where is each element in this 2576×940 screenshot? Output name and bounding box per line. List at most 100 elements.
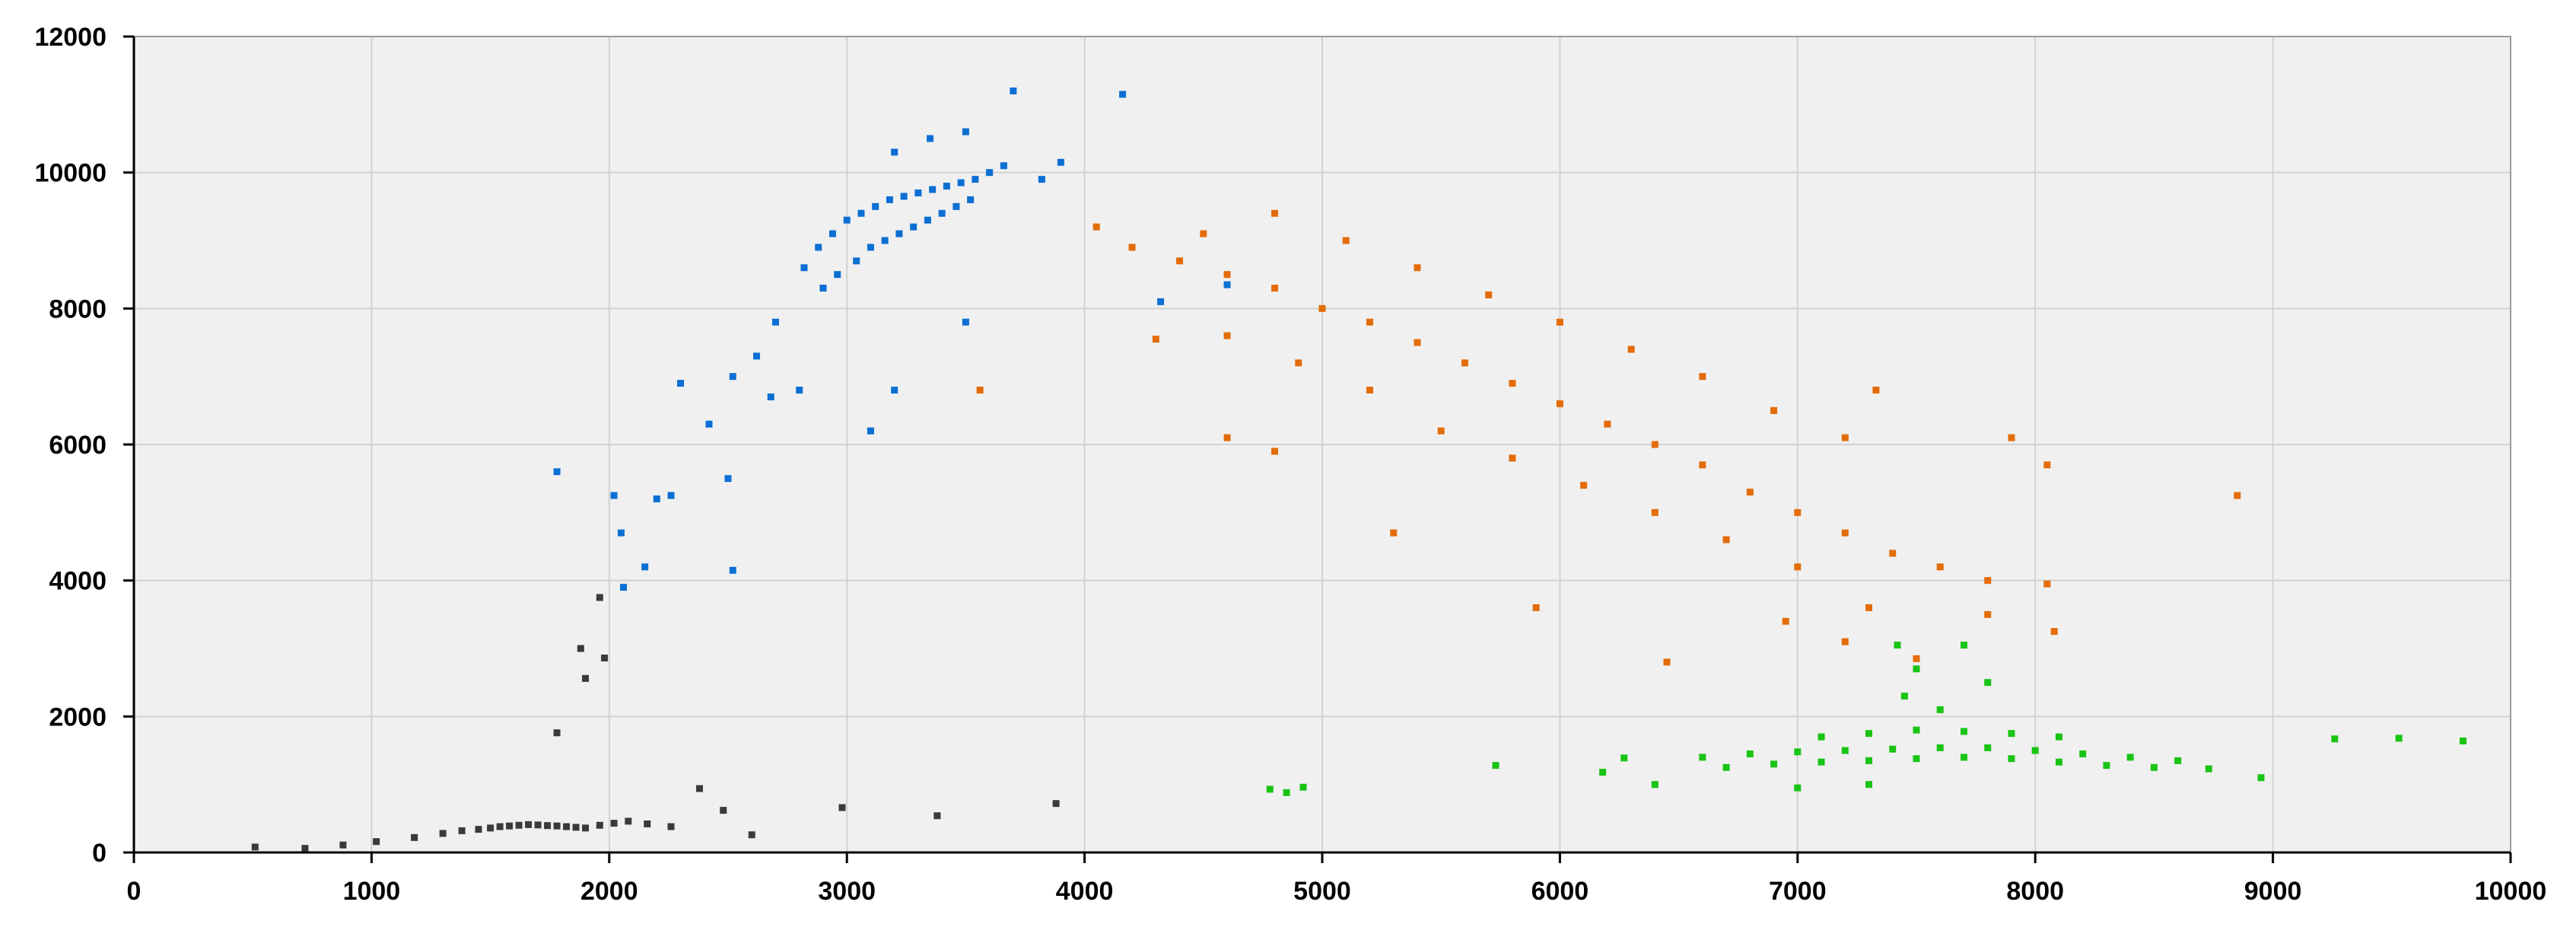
data-point [1223,271,1231,279]
data-point [819,285,827,292]
data-point [251,843,259,851]
data-point [1984,679,1992,687]
data-point [881,237,889,244]
data-point [729,373,736,381]
series-2 [553,87,1231,591]
data-point [1599,769,1607,776]
data-point [1651,508,1658,516]
data-point [1722,536,1730,543]
data-point [1794,748,1802,756]
data-point [1699,754,1706,761]
series-3 [976,209,2241,666]
data-point [1936,744,1944,751]
data-point [1960,754,1967,761]
data-point [1818,758,1825,766]
data-point [2234,492,2241,499]
data-point [620,584,628,591]
x-tick-label: 2000 [580,877,638,906]
x-tick-label: 4000 [1056,877,1114,906]
data-point [1722,763,1730,771]
data-point [910,223,918,231]
data-point [339,841,347,849]
data-point [1841,747,1849,754]
data-point [2126,754,2134,761]
data-point [641,563,649,571]
data-point [610,492,618,499]
data-point [2079,750,2087,757]
data-point [895,230,903,237]
data-point [553,468,561,476]
y-tick-label: 12000 [34,23,107,52]
data-point [924,216,931,224]
data-point [411,833,418,841]
data-point [796,387,803,394]
data-point [487,824,495,832]
data-point [1872,387,1880,394]
data-point [1770,406,1778,414]
x-tick-label: 10000 [2475,877,2547,906]
data-point [1936,706,1944,713]
data-point [857,209,865,217]
data-point [1841,529,1849,537]
data-point [1509,454,1516,462]
y-axis-tick-labels: 0 2000 4000 6000 8000 10000 12000 [34,23,107,868]
data-point [1936,563,1944,571]
data-point [1271,209,1279,217]
data-point [1556,318,1563,326]
x-tick-label: 6000 [1531,877,1589,906]
data-point [1960,728,1967,735]
data-point [729,566,736,574]
data-point [1390,529,1398,537]
data-point [1865,730,1873,738]
data-point [1889,550,1897,557]
data-point [1913,755,1920,763]
data-point [1794,563,1802,571]
data-points [251,87,2467,852]
data-point [1509,380,1516,387]
data-point [1223,332,1231,339]
data-point [1889,745,1897,753]
data-point [553,729,561,737]
data-point [475,826,482,833]
data-point [667,823,675,830]
y-tick-label: 2000 [49,703,107,731]
y-tick-label: 0 [92,839,107,868]
data-point [1913,665,1920,673]
data-point [1366,318,1373,326]
data-point [1366,387,1373,394]
data-point [886,196,893,203]
x-tick-label: 7000 [1769,877,1827,906]
data-point [1580,482,1588,489]
series-1 [251,594,1060,852]
data-point [2050,628,2058,636]
data-point [2055,758,2062,766]
data-point [724,475,732,483]
data-point [1128,244,1136,251]
data-point [1746,489,1754,496]
data-point [1984,610,1992,618]
data-point [1651,441,1658,448]
data-point [610,820,618,827]
data-point [891,387,898,394]
data-point [653,495,660,502]
data-point [1960,642,1967,649]
data-point [617,529,625,537]
data-point [625,817,632,825]
data-point [582,674,590,682]
data-point [2395,734,2403,742]
data-point [1414,264,1421,272]
data-point [601,655,609,662]
data-point [1532,604,1540,611]
data-point [1651,781,1658,789]
data-point [1283,789,1290,796]
data-point [1984,744,1992,751]
data-point [800,264,808,272]
data-point [1461,359,1468,367]
data-point [1841,638,1849,645]
data-point [553,822,561,830]
data-point [1299,783,1307,791]
data-point [1894,642,1901,649]
data-point [2008,434,2015,441]
data-point [1414,339,1421,346]
